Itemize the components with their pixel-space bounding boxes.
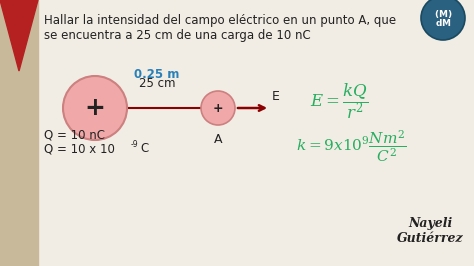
Text: $E = \dfrac{kQ}{r^2}$: $E = \dfrac{kQ}{r^2}$ <box>310 81 368 121</box>
Text: Nayeli: Nayeli <box>408 218 452 231</box>
Text: E: E <box>272 90 280 103</box>
Text: Q = 10 nC: Q = 10 nC <box>44 128 105 141</box>
Text: -9: -9 <box>131 140 138 149</box>
Circle shape <box>63 76 127 140</box>
Circle shape <box>201 91 235 125</box>
Circle shape <box>421 0 465 40</box>
Text: +: + <box>213 102 223 114</box>
Bar <box>0 0 38 266</box>
Text: Q = 10 x 10: Q = 10 x 10 <box>44 142 115 155</box>
Text: se encuentra a 25 cm de una carga de 10 nC: se encuentra a 25 cm de una carga de 10 … <box>44 29 311 42</box>
Text: Gutiérrez: Gutiérrez <box>397 231 463 244</box>
Text: C: C <box>140 142 148 155</box>
Text: 25 cm: 25 cm <box>139 77 175 90</box>
Polygon shape <box>0 0 38 71</box>
Text: A: A <box>214 133 222 146</box>
Text: Hallar la intensidad del campo eléctrico en un punto A, que: Hallar la intensidad del campo eléctrico… <box>44 14 396 27</box>
Text: $\mathbf{dM}$: $\mathbf{dM}$ <box>435 18 451 28</box>
Text: $k = 9x10^9\dfrac{Nm^2}{C^2}$: $k = 9x10^9\dfrac{Nm^2}{C^2}$ <box>296 128 407 164</box>
Text: $\mathbf{(M)}$: $\mathbf{(M)}$ <box>434 8 452 20</box>
Text: +: + <box>84 96 105 120</box>
Text: 0.25 m: 0.25 m <box>134 68 180 81</box>
